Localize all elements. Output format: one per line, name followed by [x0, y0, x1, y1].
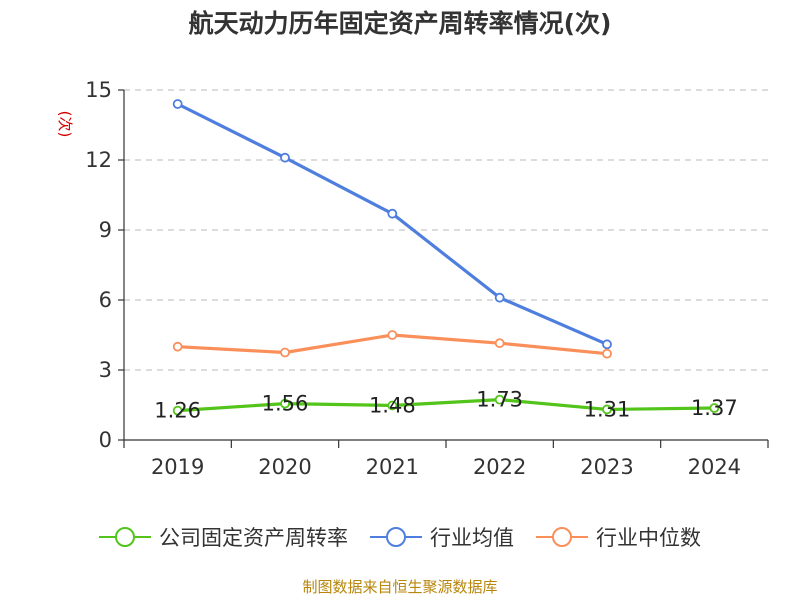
data-point	[494, 394, 505, 405]
series-1	[172, 99, 612, 350]
y-tick-label: 9	[99, 218, 112, 242]
chart-title: 航天动力历年固定资产周转率情况(次)	[189, 9, 612, 38]
data-point	[172, 341, 183, 352]
x-tick-label: 2020	[258, 455, 311, 479]
data-point	[494, 292, 505, 303]
series-line	[177, 398, 715, 413]
data-point	[709, 403, 720, 413]
data-point	[387, 400, 398, 411]
data-point	[280, 152, 290, 163]
data-point	[172, 99, 183, 109]
legend-marker	[386, 527, 406, 547]
data-label: 1.56	[262, 392, 309, 416]
legend-marker	[115, 527, 135, 547]
grid-lines	[124, 89, 768, 371]
data-label: 1.48	[369, 393, 416, 417]
series-line	[176, 102, 608, 346]
legend-label: 行业中位数	[596, 526, 701, 550]
y-tick-label: 15	[85, 78, 112, 102]
data-label: 1.26	[154, 399, 201, 423]
x-tick-label: 2019	[151, 455, 204, 479]
x-tick-label: 2021	[366, 455, 419, 479]
x-tick-label: 2024	[688, 455, 741, 479]
legend-item-1: 行业均值	[370, 526, 514, 550]
data-point	[387, 208, 398, 219]
data-point	[494, 338, 505, 349]
legend-marker	[552, 527, 572, 547]
series-0	[172, 394, 720, 416]
y-tick-label: 6	[99, 288, 112, 312]
source-note: 制图数据来自恒生聚源数据库	[302, 578, 497, 596]
data-labels: 1.26 1.56 1.48 1.73 1.31 1.37	[154, 388, 737, 423]
legend-label: 公司固定资产周转率	[159, 526, 348, 550]
series-2	[172, 330, 612, 359]
legend-item-2: 行业中位数	[536, 526, 701, 550]
data-point	[602, 339, 612, 350]
y-tick-label: 0	[99, 428, 112, 452]
axes: 0 3 6 9 12 15 2019 2020 2021 2022 2023 2024	[85, 78, 769, 479]
data-point	[280, 398, 290, 409]
legend-label: 行业均值	[430, 526, 514, 550]
data-label: 1.31	[584, 397, 631, 421]
legend-item-0: 公司固定资产周转率	[99, 526, 348, 550]
data-label: 1.37	[691, 396, 738, 420]
legend: 公司固定资产周转率 行业均值 行业中位数	[99, 526, 701, 550]
data-point	[172, 405, 183, 416]
data-label: 1.73	[476, 388, 523, 412]
y-tick-label: 12	[85, 148, 112, 172]
x-tick-label: 2023	[580, 455, 633, 479]
y-axis-unit-label: (次)	[56, 111, 74, 138]
y-tick-label: 3	[99, 358, 112, 382]
data-point	[280, 347, 290, 358]
data-point	[602, 404, 612, 415]
data-point	[602, 348, 612, 359]
data-point	[387, 330, 398, 340]
x-tick-label: 2022	[473, 455, 526, 479]
series-layer	[172, 99, 720, 416]
